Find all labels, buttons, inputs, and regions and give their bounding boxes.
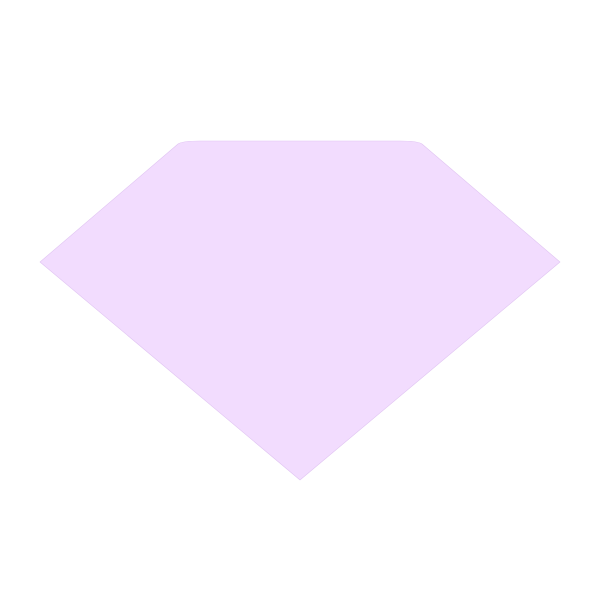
diamond-shape [39,140,561,481]
